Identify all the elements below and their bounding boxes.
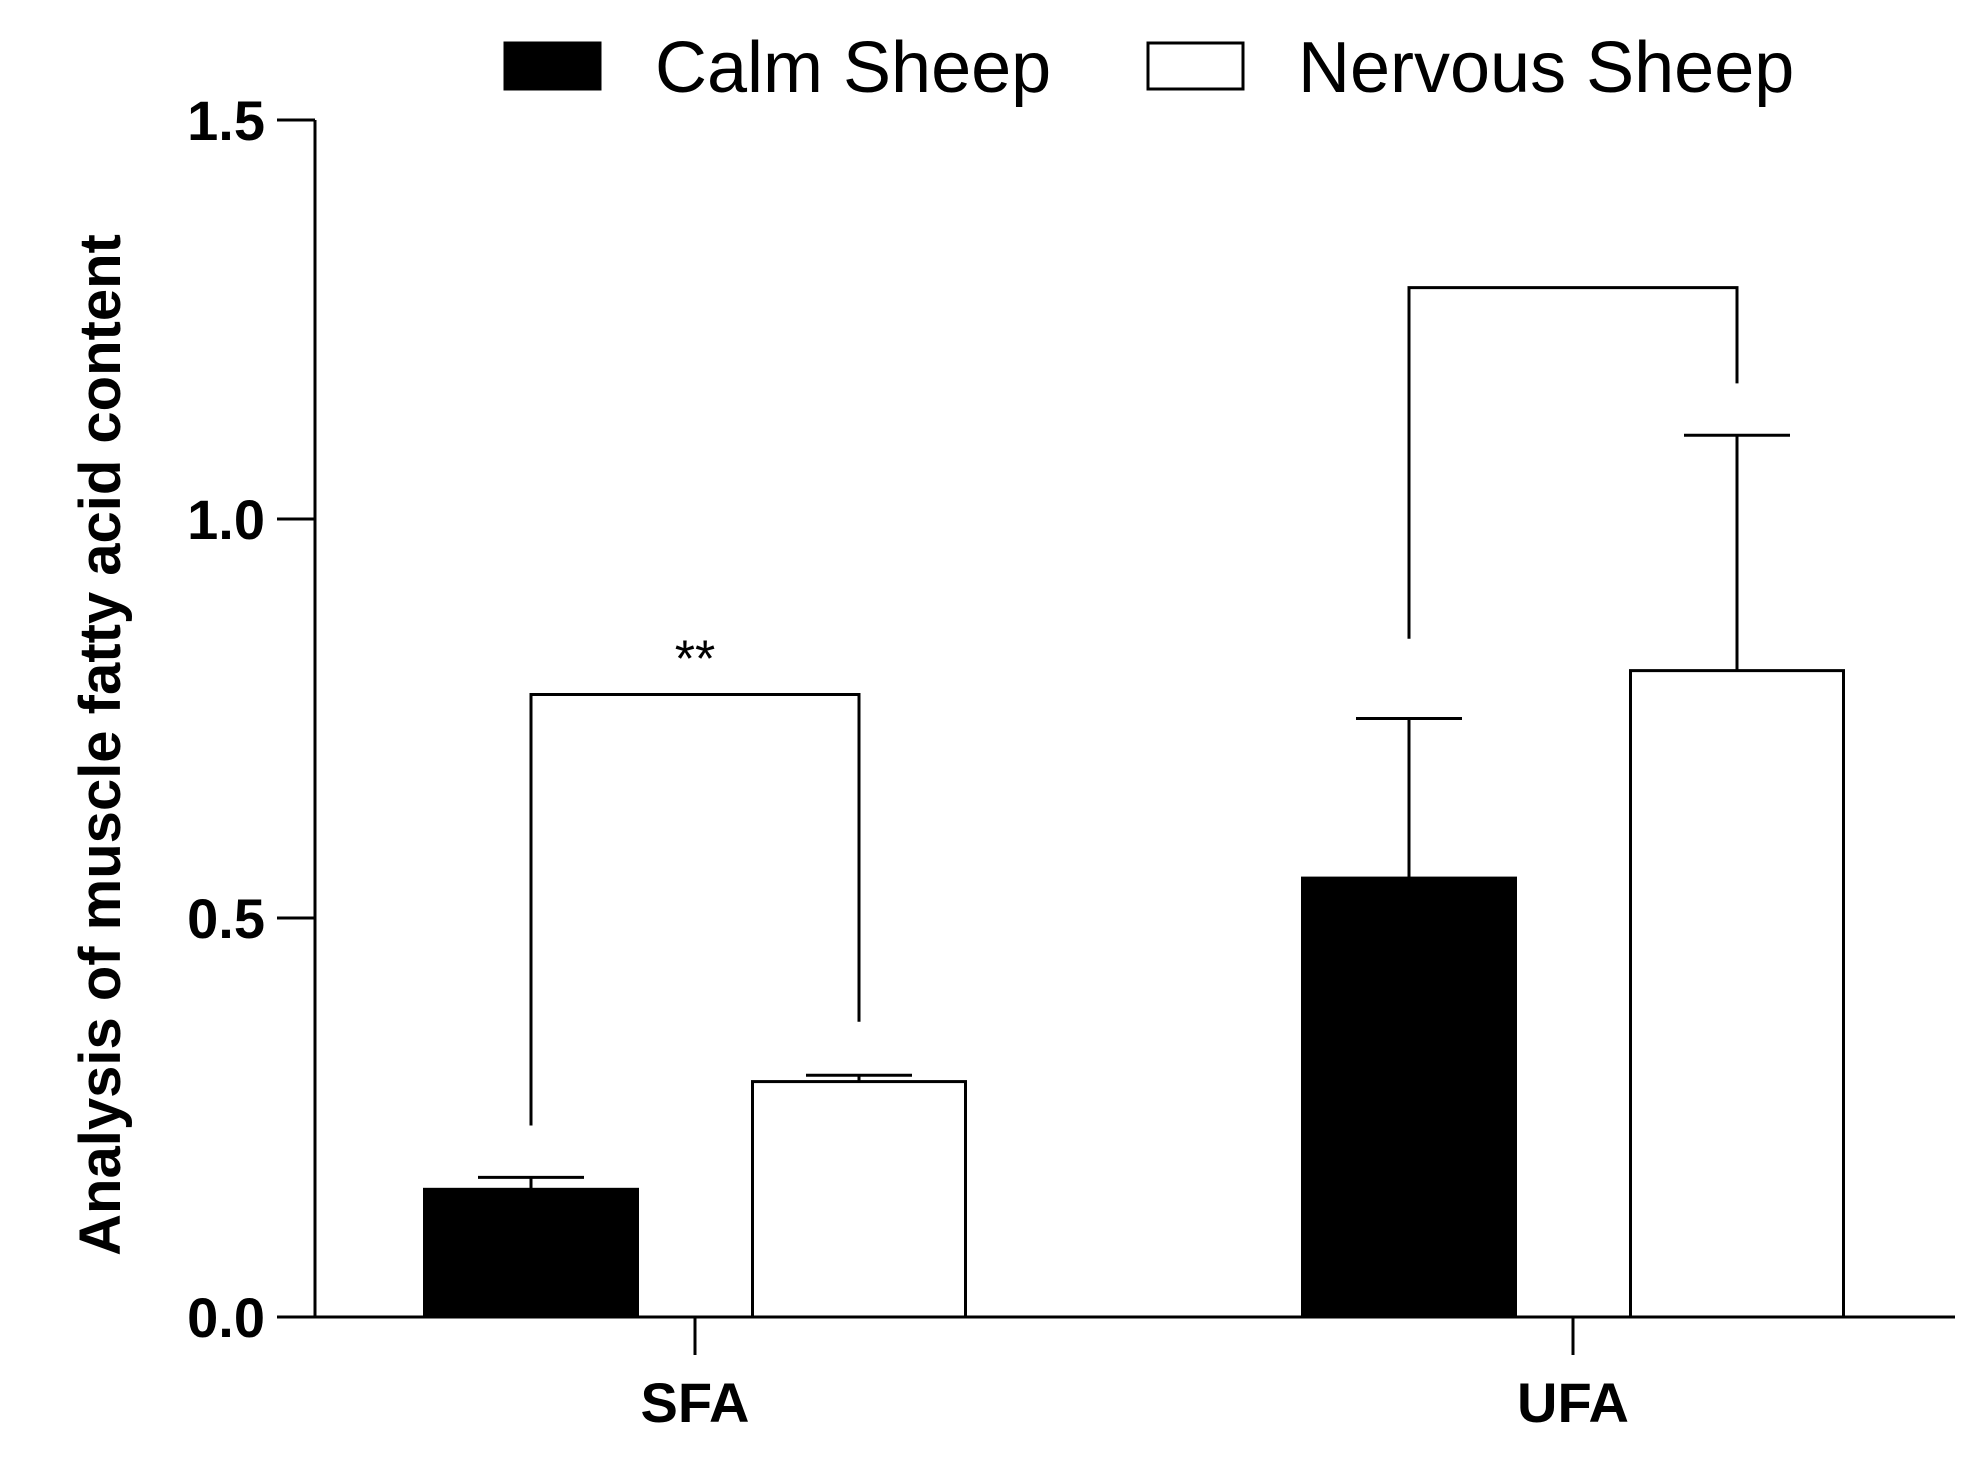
legend: Calm Sheep Nervous Sheep bbox=[503, 28, 1794, 108]
bar-nervous-sheep-sfa bbox=[751, 1080, 967, 1319]
significance-brackets: ** bbox=[529, 286, 1739, 1126]
axes: Analysis of muscle fatty acid content 0.… bbox=[68, 89, 1955, 1434]
legend-label-nervous-sheep: Nervous Sheep bbox=[1298, 28, 1794, 108]
y-tick-label-2: 1.0 bbox=[187, 488, 265, 551]
y-tick-label-1: 0.5 bbox=[187, 887, 265, 950]
y-tick-label-0: 0.0 bbox=[187, 1286, 265, 1349]
y-tick-label-3: 1.5 bbox=[187, 89, 265, 152]
significance-label-sfa: ** bbox=[675, 631, 715, 689]
legend-swatch-calm-sheep bbox=[503, 41, 602, 91]
legend-label-calm-sheep: Calm Sheep bbox=[655, 28, 1051, 108]
x-tick-label-sfa: SFA bbox=[641, 1371, 750, 1434]
y-axis-label: Analysis of muscle fatty acid content bbox=[68, 234, 133, 1256]
legend-swatch-nervous-sheep bbox=[1146, 41, 1245, 91]
significance-bracket-sfa bbox=[529, 693, 861, 1126]
error-bars bbox=[478, 433, 1790, 1190]
bar-nervous-sheep-ufa bbox=[1629, 669, 1845, 1319]
x-tick-label-ufa: UFA bbox=[1517, 1371, 1629, 1434]
bar-calm-sheep-ufa bbox=[1301, 876, 1517, 1319]
bars bbox=[423, 669, 1845, 1319]
bar-calm-sheep-sfa bbox=[423, 1187, 639, 1319]
significance-bracket-ufa bbox=[1407, 286, 1739, 639]
